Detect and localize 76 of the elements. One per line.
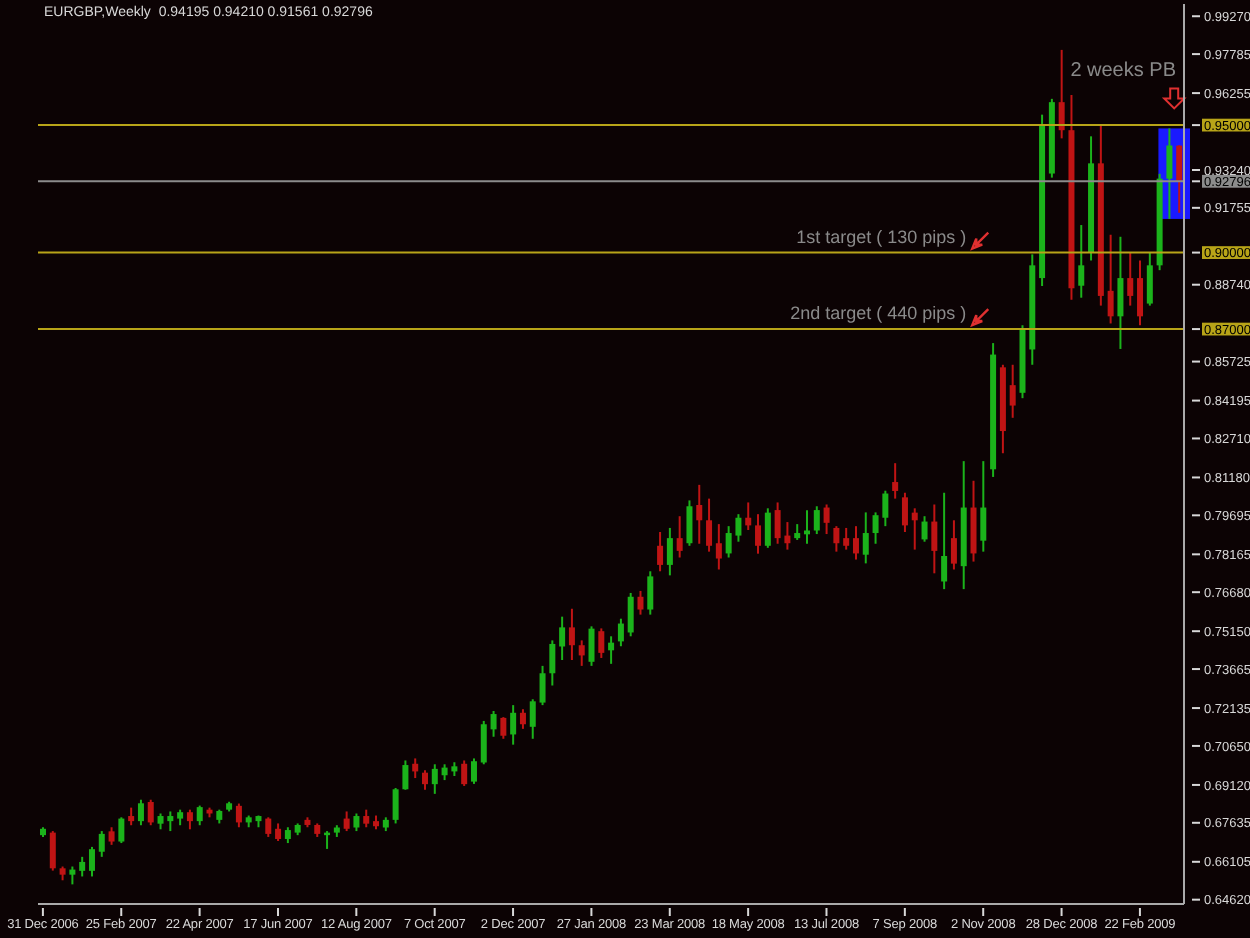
candlestick xyxy=(510,704,517,746)
candlestick xyxy=(49,830,56,872)
candlestick xyxy=(647,570,654,616)
candlestick xyxy=(490,710,497,738)
candlestick xyxy=(657,531,664,573)
candlestick xyxy=(549,639,556,687)
candlestick xyxy=(422,769,428,791)
candlestick xyxy=(1009,363,1016,419)
candlestick xyxy=(392,786,399,825)
candlestick xyxy=(833,525,840,553)
candlestick xyxy=(911,507,918,551)
candlestick xyxy=(637,589,644,616)
candlestick xyxy=(666,526,673,577)
candlestick xyxy=(519,708,526,730)
ref-line-label: 1st target ( 130 pips ) xyxy=(796,226,967,247)
candlestick xyxy=(901,491,908,534)
candlestick xyxy=(950,519,957,571)
candlestick xyxy=(804,509,810,545)
candlestick xyxy=(196,804,203,827)
candlestick xyxy=(480,719,487,766)
candlestick xyxy=(137,798,144,827)
candlestick xyxy=(98,830,105,858)
candlestick xyxy=(431,763,438,795)
candlestick xyxy=(539,664,546,707)
candlestick xyxy=(970,479,977,563)
candlestick xyxy=(1176,144,1183,214)
ref-line-label: 2nd target ( 440 pips ) xyxy=(790,303,967,324)
candlestick xyxy=(235,802,242,829)
candlestick xyxy=(79,855,86,878)
candlestick xyxy=(980,460,987,553)
candlestick xyxy=(892,462,899,500)
candlestick xyxy=(578,639,585,667)
annotation: 2 weeks PB xyxy=(1070,60,1177,83)
candlestick xyxy=(696,483,703,545)
candlestick xyxy=(568,607,575,662)
candlestick xyxy=(1078,224,1085,299)
candlestick xyxy=(343,810,350,833)
candlestick xyxy=(588,625,595,667)
candlestick xyxy=(598,627,605,659)
candlestick xyxy=(470,757,477,785)
candlestick xyxy=(1058,48,1065,140)
candlestick xyxy=(412,757,419,780)
candlestick xyxy=(500,716,507,740)
candlestick xyxy=(1117,235,1124,350)
candlestick xyxy=(843,526,850,551)
candlestick xyxy=(941,491,948,591)
candlestick xyxy=(559,615,566,662)
candlestick xyxy=(745,501,752,531)
candlestick xyxy=(1137,259,1144,327)
candlestick xyxy=(862,511,869,565)
candlestick xyxy=(617,617,624,648)
candlestick xyxy=(402,759,409,791)
candlestick xyxy=(1146,251,1153,307)
candlestick xyxy=(461,759,468,787)
candlestick xyxy=(755,513,762,555)
candlestick xyxy=(813,505,820,536)
candlestick xyxy=(852,525,859,561)
candlestick xyxy=(931,503,938,575)
candlestick xyxy=(686,499,693,547)
candlestick xyxy=(1107,233,1114,325)
candlestick xyxy=(627,591,634,638)
candlestick xyxy=(715,523,722,571)
candlestick xyxy=(1127,251,1134,307)
candlestick xyxy=(706,497,713,553)
candlestick xyxy=(608,635,615,665)
candlestick xyxy=(529,698,536,740)
candlestick xyxy=(921,515,928,543)
candlestick xyxy=(676,515,683,559)
candlestick xyxy=(88,845,95,878)
candlestick xyxy=(764,507,771,549)
candlestick xyxy=(118,816,125,845)
candlestick xyxy=(265,816,272,838)
candlestick xyxy=(147,798,154,827)
candlestick xyxy=(1166,127,1173,220)
candlestick xyxy=(823,503,830,536)
candlestick xyxy=(186,808,193,831)
